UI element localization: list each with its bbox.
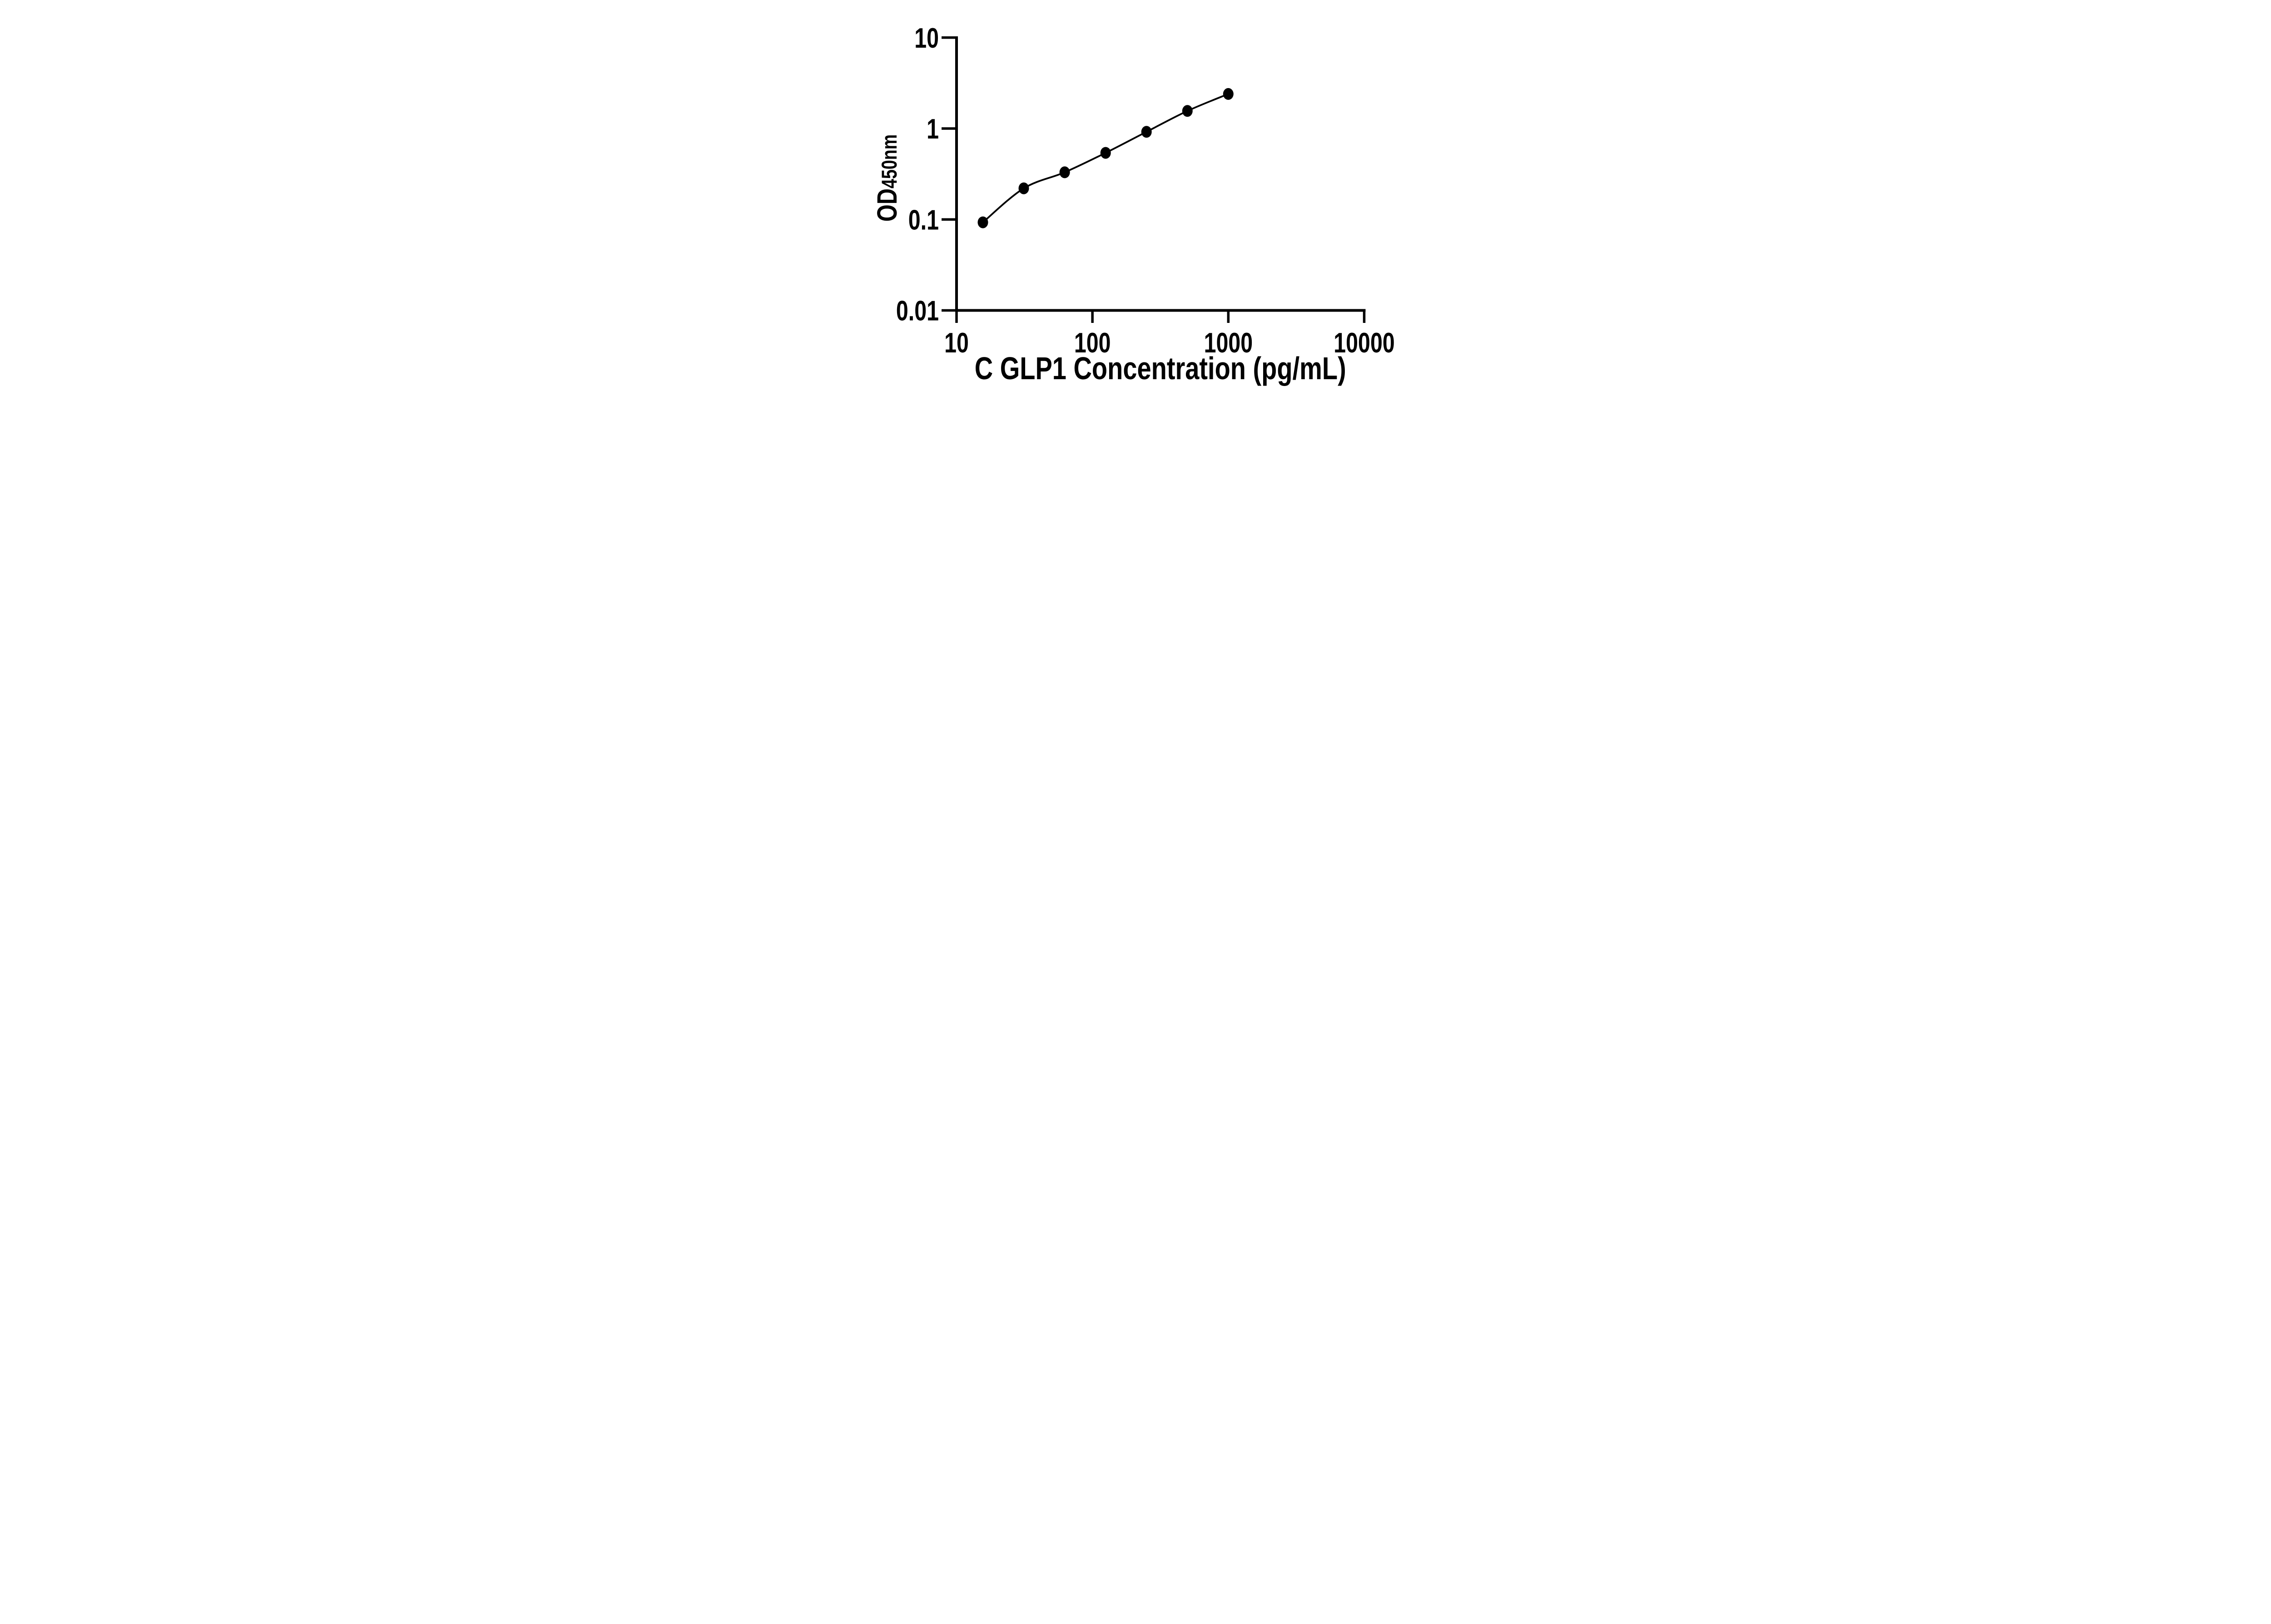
x-tick-label: 100 xyxy=(1074,327,1111,358)
data-point-marker xyxy=(1100,147,1111,159)
standard-curve-chart: 10 100 1000 10000 10 1 0.1 0.01 C GLP1 Concent… xyxy=(871,22,1394,386)
data-point-marker xyxy=(977,216,988,228)
data-series xyxy=(977,88,1234,228)
y-axis-title: OD450nm xyxy=(871,134,902,222)
x-tick-label: 10000 xyxy=(1334,327,1394,358)
x-axis-title: C GLP1 Concentration (pg/mL) xyxy=(974,351,1346,386)
y-axis-title-main: OD xyxy=(871,188,902,222)
data-point-marker xyxy=(1223,88,1234,100)
data-point-marker xyxy=(1018,182,1029,194)
y-tick-label: 10 xyxy=(914,22,939,54)
y-axis-title-sub: 450nm xyxy=(878,134,902,188)
x-tick-label: 1000 xyxy=(1204,327,1253,358)
data-point-marker xyxy=(1182,105,1193,117)
elisa-standard-curve-figure: 10 100 1000 10000 10 1 0.1 0.01 C GLP1 Concent… xyxy=(845,0,1426,406)
y-tick-label: 0.1 xyxy=(908,204,938,235)
x-tick-label: 10 xyxy=(944,327,969,358)
y-tick-label: 0.01 xyxy=(896,295,938,327)
data-point-marker xyxy=(1141,126,1152,138)
y-axis-ticks: 10 1 0.1 0.01 xyxy=(896,22,957,327)
x-axis-ticks: 10 100 1000 10000 xyxy=(944,312,1394,358)
data-point-marker xyxy=(1059,166,1070,178)
y-tick-label: 1 xyxy=(927,113,939,144)
